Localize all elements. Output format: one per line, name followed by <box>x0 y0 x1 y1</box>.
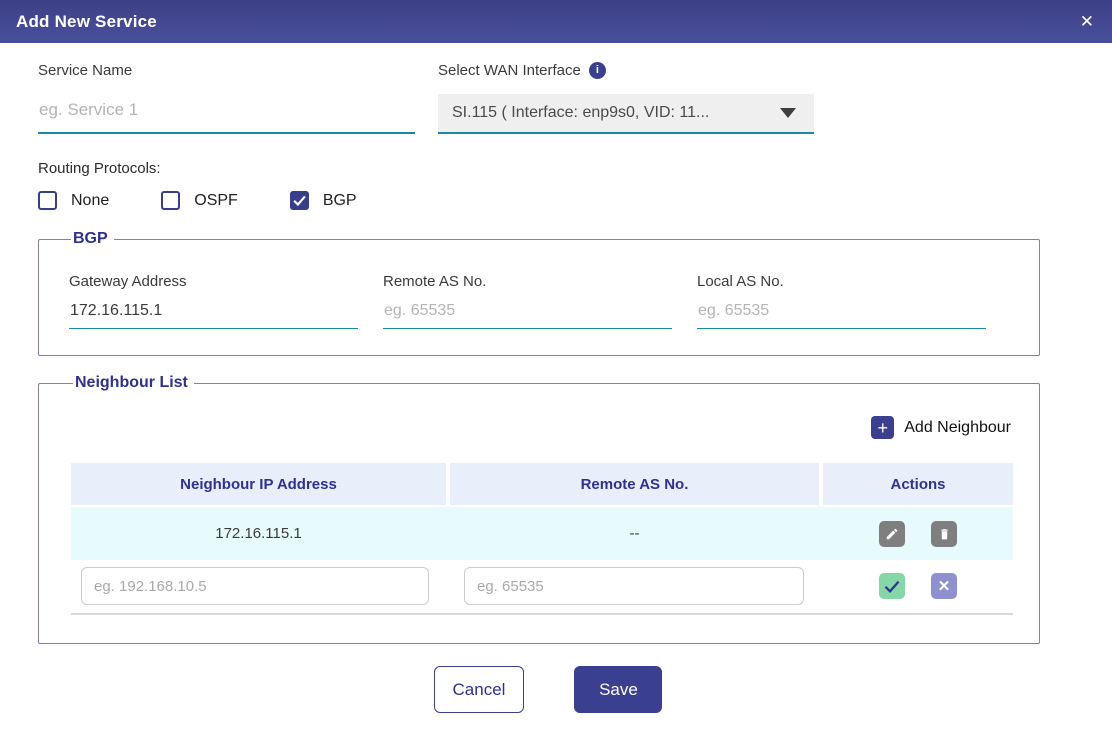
add-neighbour-label: Add Neighbour <box>904 418 1011 436</box>
routing-protocols-label: Routing Protocols: <box>38 160 161 177</box>
wan-interface-label-text: Select WAN Interface <box>438 61 581 79</box>
checkbox-none-label: None <box>71 191 110 209</box>
add-neighbour-row: + Add Neighbour <box>71 416 1013 439</box>
service-name-input[interactable] <box>38 94 415 134</box>
service-name-label: Service Name <box>38 61 133 79</box>
modal-title: Add New Service <box>16 11 157 31</box>
new-neighbour-ip-input[interactable] <box>81 567 429 605</box>
new-remote-as-input[interactable] <box>464 567 804 605</box>
table-row: 172.16.115.1 -- <box>71 507 1013 560</box>
bgp-section: BGP Gateway Address Remote AS No. Local … <box>38 230 1040 356</box>
remote-as-input[interactable] <box>383 300 672 329</box>
info-icon[interactable]: i <box>588 61 606 79</box>
neighbour-table: Neighbour IP Address Remote AS No. Actio… <box>71 463 1013 615</box>
cancel-neighbour-button[interactable]: ✕ <box>931 573 957 599</box>
new-row-actions-cell: ✕ <box>823 573 1013 599</box>
bgp-fields-row: Gateway Address Remote AS No. Local AS N… <box>69 272 1039 329</box>
checkbox-ospf-label: OSPF <box>194 191 238 209</box>
cancel-button[interactable]: Cancel <box>433 666 525 713</box>
save-button[interactable]: Save <box>574 666 663 713</box>
x-icon: ✕ <box>937 578 951 595</box>
wan-interface-field-group: Select WAN Interface i SI.115 ( Interfac… <box>438 61 814 134</box>
new-as-cell <box>446 567 823 605</box>
edit-button[interactable] <box>879 520 905 547</box>
local-as-label: Local AS No. <box>697 272 784 290</box>
bgp-legend: BGP <box>73 230 108 247</box>
checkbox-bgp[interactable]: BGP <box>289 191 357 210</box>
checkbox-none-box[interactable] <box>38 191 57 210</box>
checkbox-bgp-box[interactable] <box>289 191 309 210</box>
chevron-down-icon <box>780 108 796 118</box>
header-remote-as: Remote AS No. <box>450 463 819 505</box>
modal-header: Add New Service ✕ <box>0 0 1112 43</box>
remote-as-label: Remote AS No. <box>383 272 487 290</box>
checkbox-ospf-box[interactable] <box>161 191 181 210</box>
delete-button[interactable] <box>931 520 957 547</box>
local-as-input[interactable] <box>697 300 986 329</box>
wan-interface-label: Select WAN Interface i <box>438 61 814 79</box>
check-icon <box>293 195 306 206</box>
checkbox-bgp-label: BGP <box>322 191 357 209</box>
checkbox-none[interactable]: None <box>38 191 109 210</box>
pencil-icon <box>886 528 898 539</box>
gateway-address-label: Gateway Address <box>69 272 187 290</box>
local-as-field-group: Local AS No. <box>697 272 986 329</box>
header-neighbour-ip: Neighbour IP Address <box>71 463 446 505</box>
new-ip-cell <box>71 567 446 605</box>
modal-footer: Cancel Save <box>38 666 1040 713</box>
neighbour-list-section: Neighbour List + Add Neighbour Neighbour… <box>38 374 1040 644</box>
gateway-address-input[interactable] <box>69 300 358 329</box>
cell-remote-as: -- <box>629 525 640 542</box>
check-icon <box>884 580 900 593</box>
table-header-row: Neighbour IP Address Remote AS No. Actio… <box>71 463 1013 505</box>
confirm-neighbour-button[interactable] <box>879 573 905 599</box>
service-name-field-group: Service Name <box>38 61 415 134</box>
add-neighbour-button[interactable]: + <box>871 416 895 439</box>
checkbox-ospf[interactable]: OSPF <box>161 191 238 210</box>
remote-as-field-group: Remote AS No. <box>383 272 672 329</box>
modal-body: Service Name Select WAN Interface i SI.1… <box>0 43 1112 713</box>
trash-icon <box>940 528 948 539</box>
top-fields-row: Service Name Select WAN Interface i SI.1… <box>38 61 1040 134</box>
header-actions: Actions <box>823 463 1013 505</box>
plus-icon: + <box>877 417 888 438</box>
neighbour-list-legend: Neighbour List <box>75 374 188 391</box>
cell-neighbour-ip: 172.16.115.1 <box>215 525 302 542</box>
wan-interface-selected-value: SI.115 ( Interface: enp9s0, VID: 11... <box>452 104 710 121</box>
wan-interface-select[interactable]: SI.115 ( Interface: enp9s0, VID: 11... <box>438 94 814 134</box>
close-icon[interactable]: ✕ <box>1079 12 1094 31</box>
new-neighbour-row: ✕ <box>71 560 1013 612</box>
cell-actions <box>823 520 1013 547</box>
routing-protocols-options: None OSPF BGP <box>38 191 1040 210</box>
gateway-address-field-group: Gateway Address <box>69 272 358 329</box>
